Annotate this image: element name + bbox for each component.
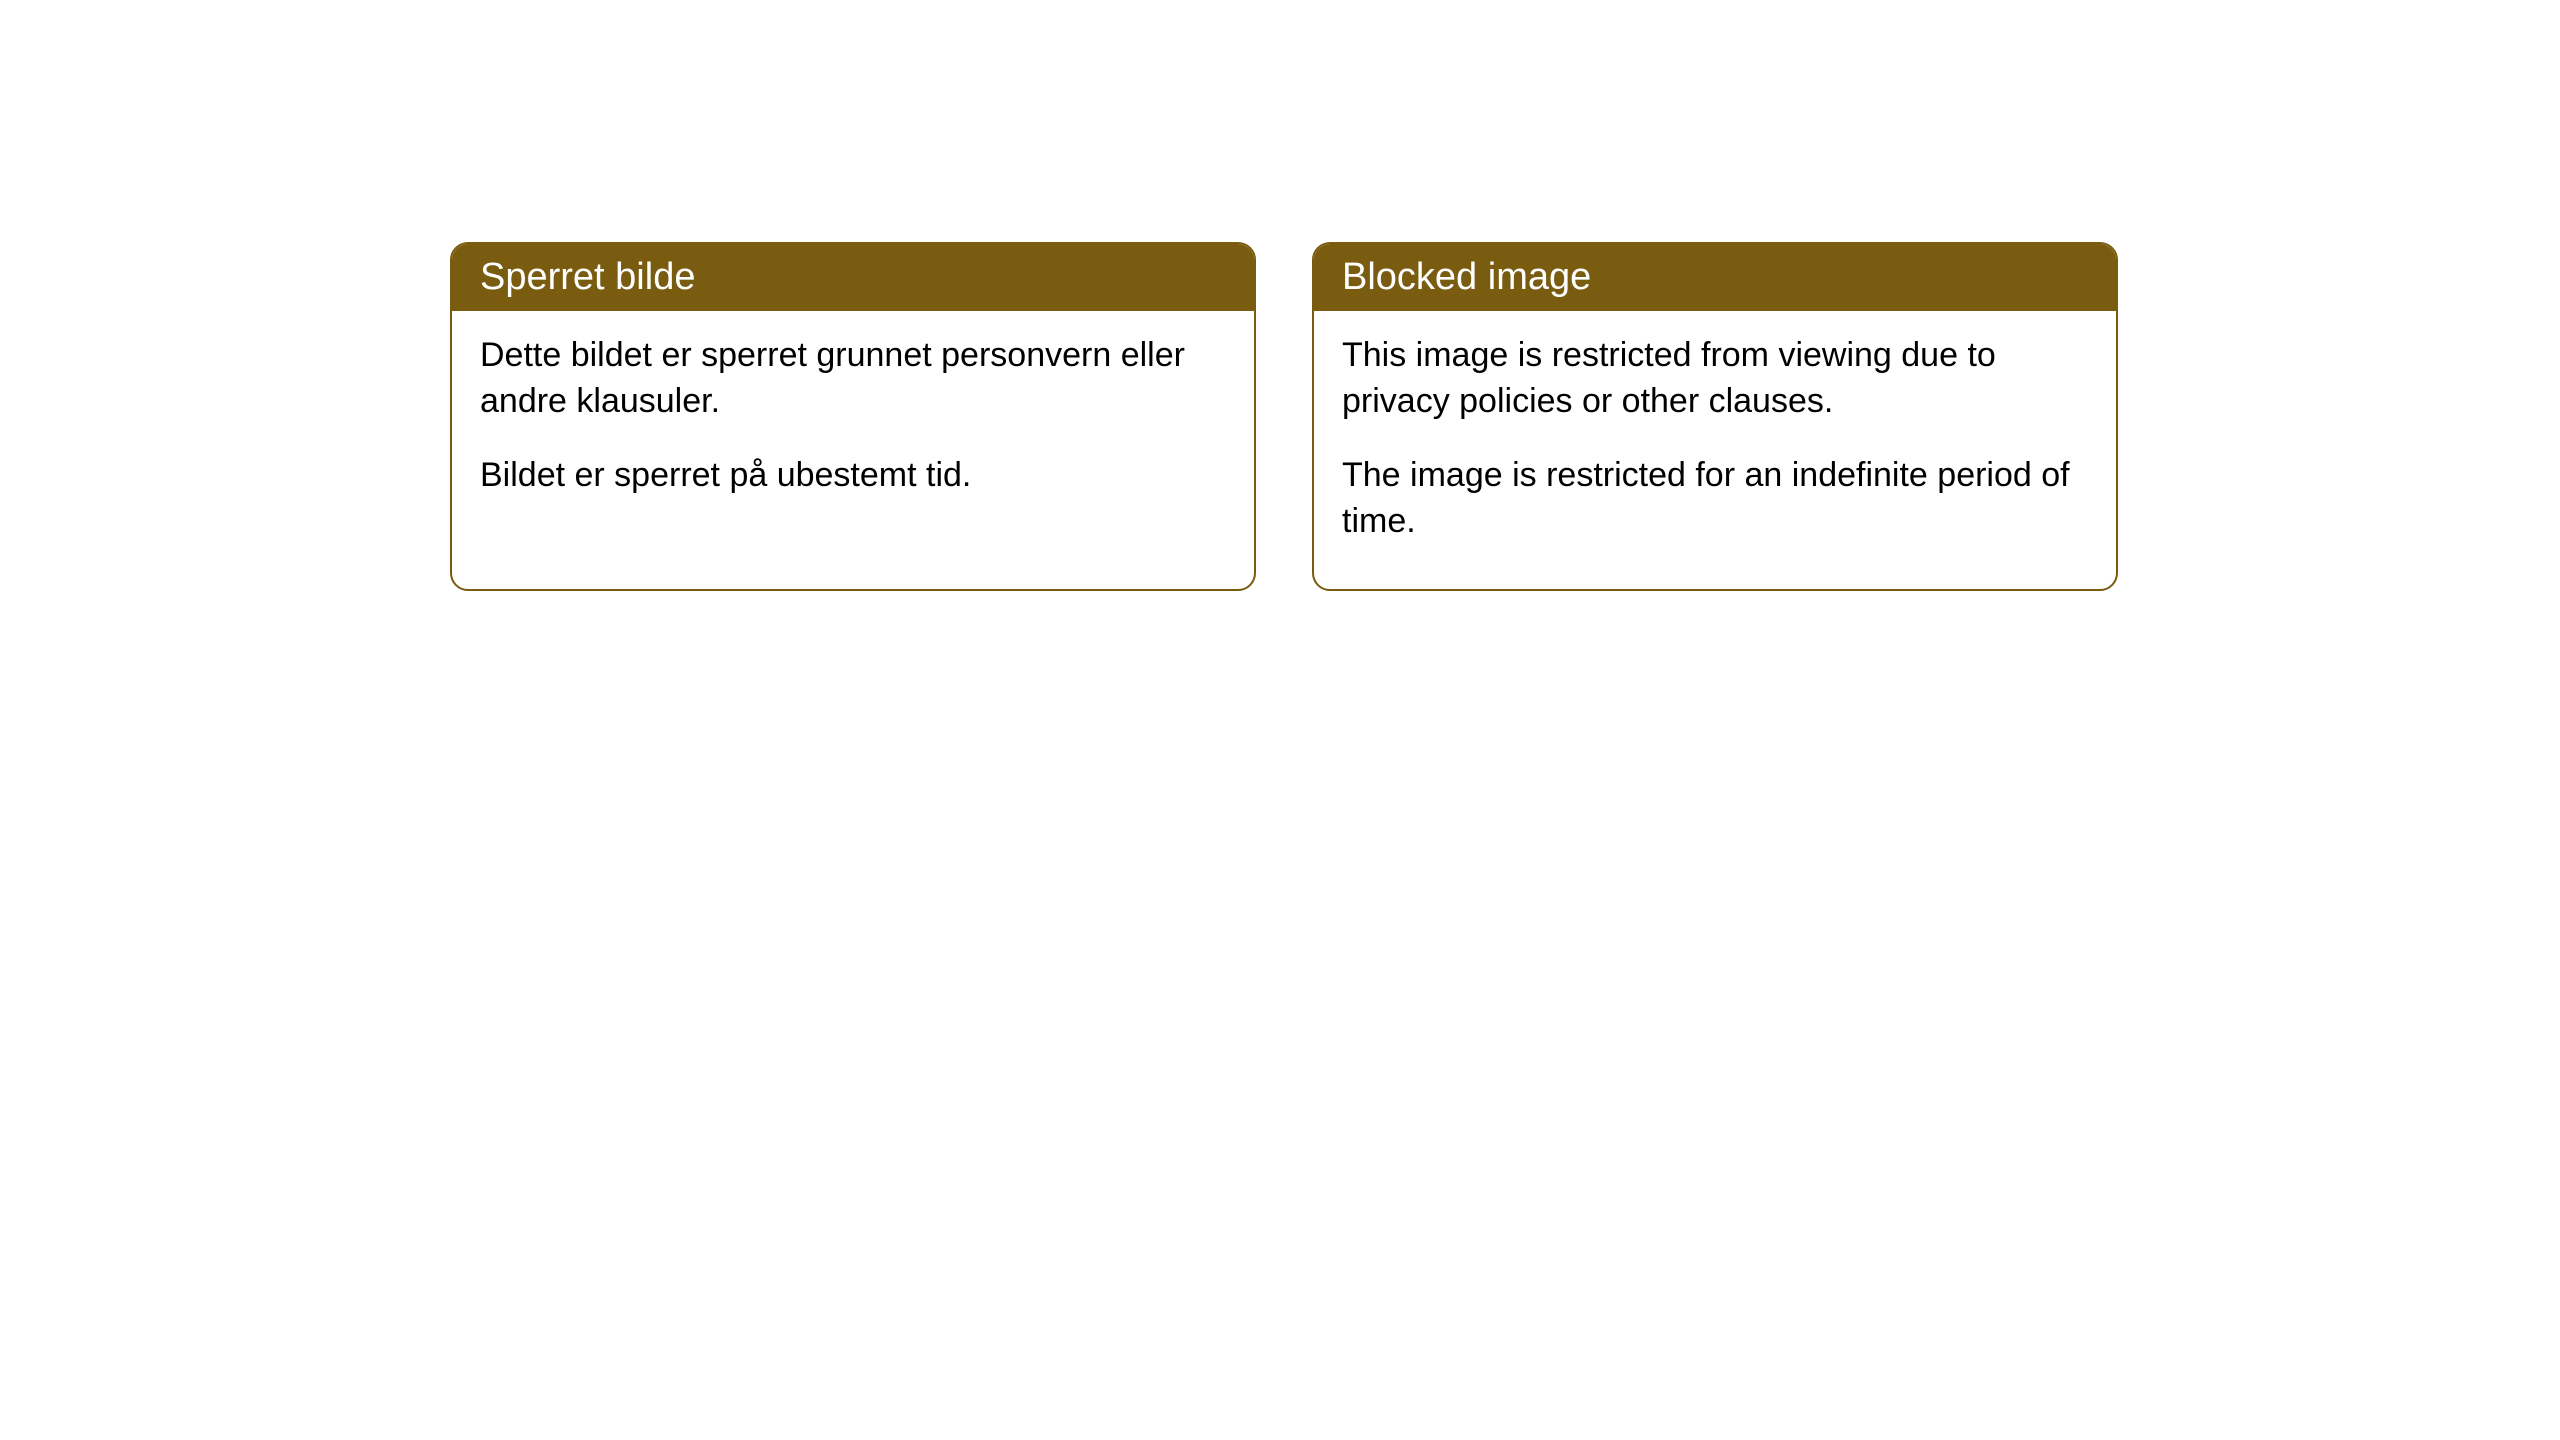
card-paragraph: The image is restricted for an indefinit… [1342, 453, 2088, 545]
card-english: Blocked image This image is restricted f… [1312, 242, 2118, 591]
card-title: Sperret bilde [480, 256, 695, 298]
cards-container: Sperret bilde Dette bildet er sperret gr… [0, 0, 2560, 591]
card-norwegian: Sperret bilde Dette bildet er sperret gr… [450, 242, 1256, 591]
card-paragraph: Dette bildet er sperret grunnet personve… [480, 333, 1226, 425]
card-paragraph: Bildet er sperret på ubestemt tid. [480, 453, 1226, 499]
card-paragraph: This image is restricted from viewing du… [1342, 333, 2088, 425]
card-header-english: Blocked image [1314, 244, 2116, 311]
card-body-english: This image is restricted from viewing du… [1314, 311, 2116, 589]
card-header-norwegian: Sperret bilde [452, 244, 1254, 311]
card-body-norwegian: Dette bildet er sperret grunnet personve… [452, 311, 1254, 543]
card-title: Blocked image [1342, 256, 1591, 298]
